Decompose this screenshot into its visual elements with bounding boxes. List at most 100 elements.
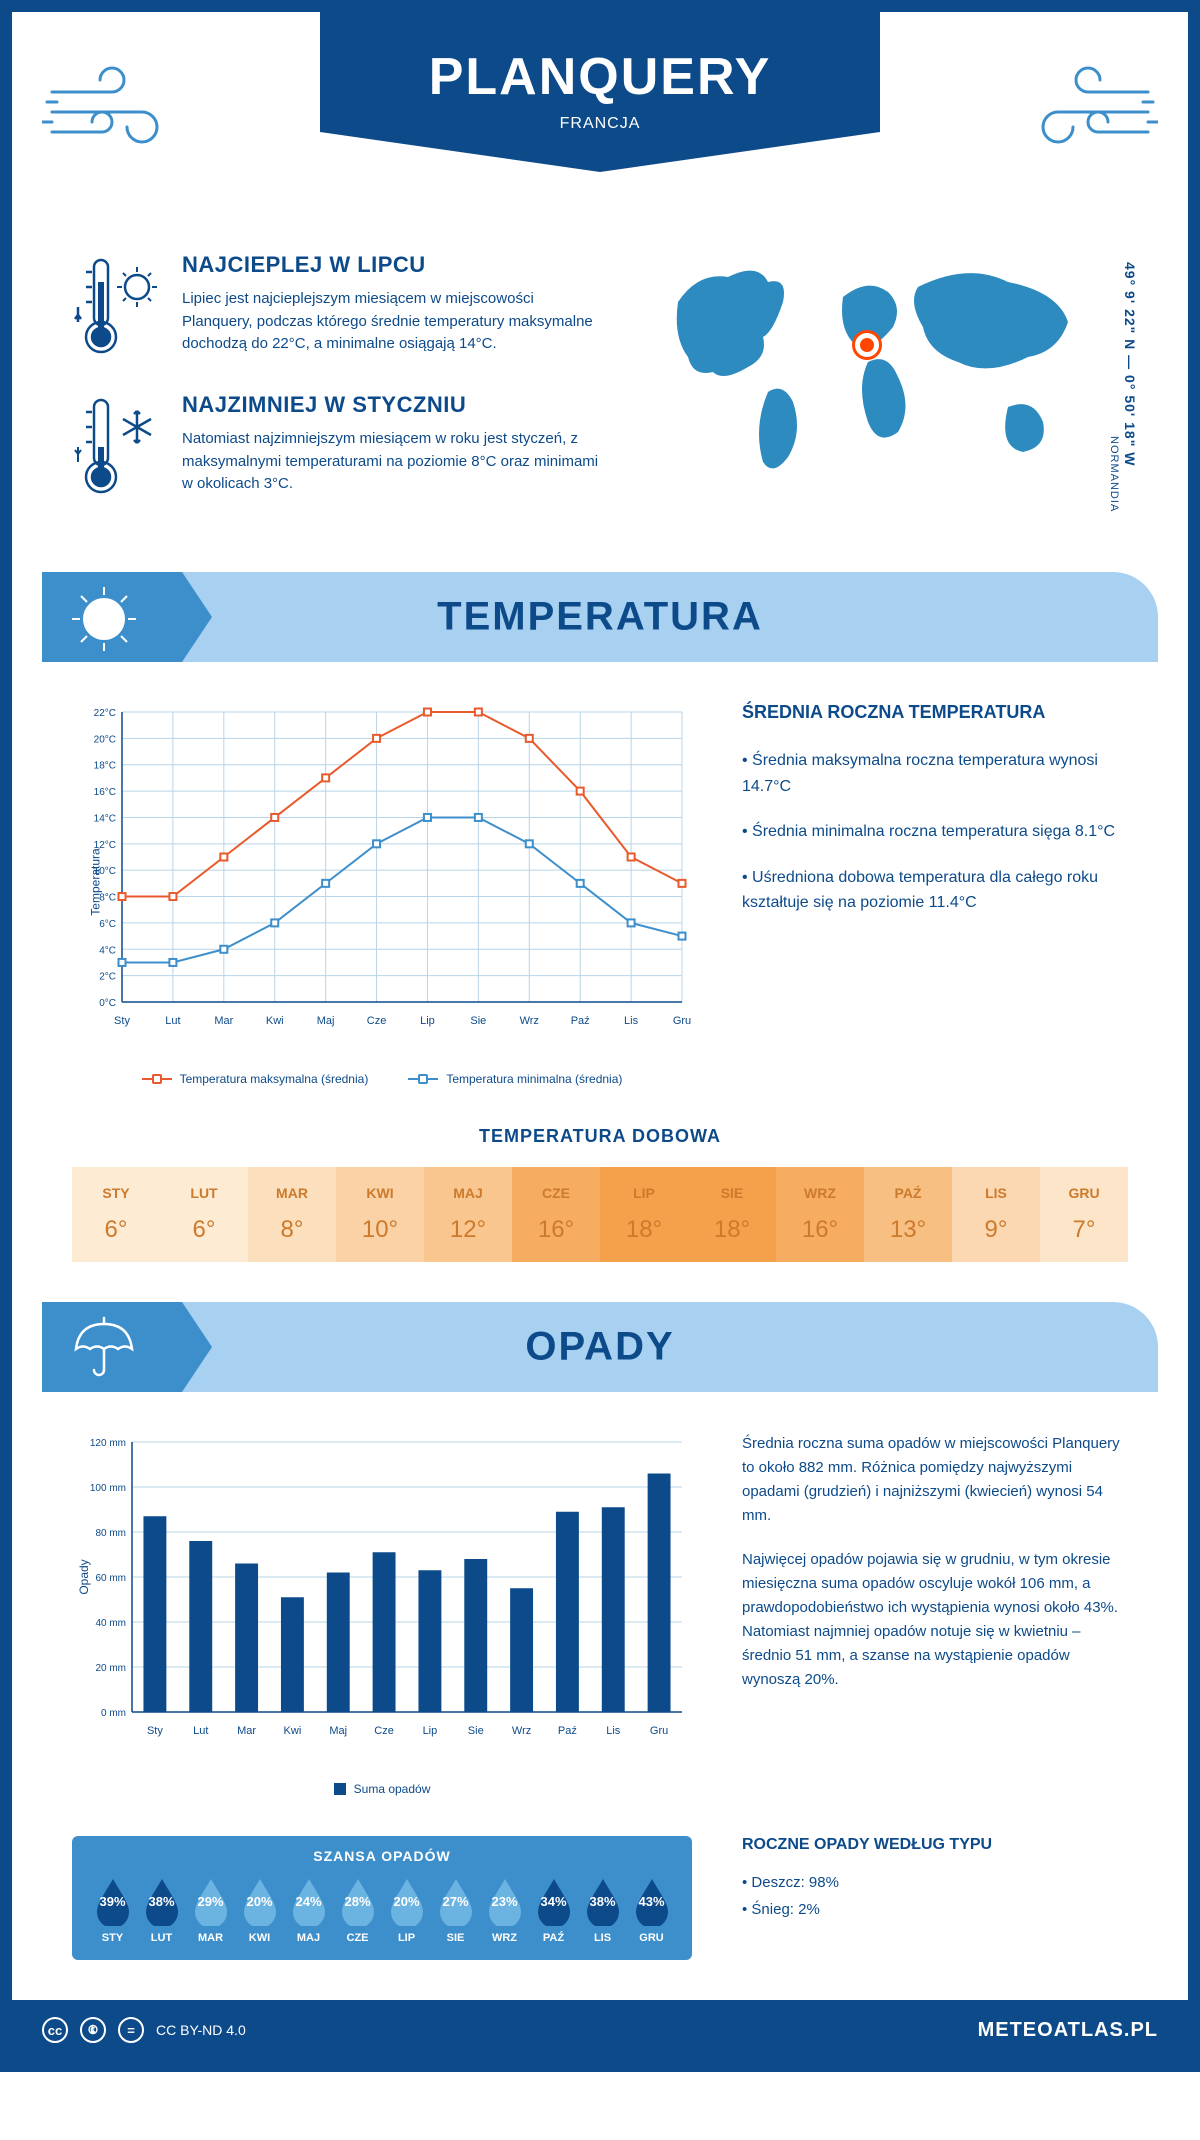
precip-type-item: • Śnieg: 2% — [742, 1896, 1128, 1923]
footer-brand: METEOATLAS.PL — [978, 2019, 1158, 2042]
svg-text:0 mm: 0 mm — [101, 1708, 126, 1719]
svg-text:Lut: Lut — [165, 1015, 180, 1027]
svg-text:Mar: Mar — [214, 1015, 233, 1027]
rain-chance-drop: 38%LUT — [137, 1876, 186, 1944]
temperature-chart-wrap: Temperatura 0°C2°C4°C6°C8°C10°C12°C14°C1… — [72, 702, 692, 1086]
warmest-title: NAJCIEPLEJ W LIPCU — [182, 252, 608, 278]
page-title: PLANQUERY — [320, 47, 880, 107]
temp-chart-ylabel: Temperatura — [89, 848, 103, 915]
precip-types-heading: ROCZNE OPADY WEDŁUG TYPU — [742, 1836, 1128, 1854]
daily-temp-heading: TEMPERATURA DOBOWA — [72, 1126, 1128, 1147]
svg-text:Maj: Maj — [317, 1015, 335, 1027]
precipitation-bar-chart: 0 mm20 mm40 mm60 mm80 mm100 mm120 mmOpad… — [72, 1432, 692, 1772]
daily-temp-cell: LIS9° — [952, 1167, 1040, 1262]
coldest-block: NAJZIMNIEJ W STYCZNIU Natomiast najzimni… — [72, 392, 608, 502]
svg-text:Opady: Opady — [77, 1559, 91, 1594]
rain-chance-drop: 43%GRU — [627, 1876, 676, 1944]
rain-chance-drop: 20%KWI — [235, 1876, 284, 1944]
daily-temp-cell: WRZ16° — [776, 1167, 864, 1262]
svg-text:Wrz: Wrz — [512, 1725, 531, 1737]
footer-license: cc 🅮 = CC BY-ND 4.0 — [42, 2017, 246, 2043]
warmest-text: Lipiec jest najcieplejszym miesiącem w m… — [182, 288, 608, 356]
legend-item: .legend-sw[style*='#3d8fcc']::before{bor… — [408, 1072, 622, 1086]
rain-chance-drop: 28%CZE — [333, 1876, 382, 1944]
svg-text:Wrz: Wrz — [520, 1015, 539, 1027]
rain-chance-drop: 24%MAJ — [284, 1876, 333, 1944]
svg-text:Kwi: Kwi — [284, 1725, 302, 1737]
summary-text-column: NAJCIEPLEJ W LIPCU Lipiec jest najcieple… — [72, 252, 608, 532]
svg-text:20°C: 20°C — [94, 734, 116, 745]
precip-paragraph-2: Najwięcej opadów pojawia się w grudniu, … — [742, 1548, 1128, 1692]
thermometer-cold-icon — [72, 392, 162, 502]
rain-chance-drop: 38%LIS — [578, 1876, 627, 1944]
svg-text:14°C: 14°C — [94, 813, 116, 824]
daily-temperature: TEMPERATURA DOBOWA STY6°LUT6°MAR8°KWI10°… — [12, 1126, 1188, 1302]
nd-icon: = — [118, 2017, 144, 2043]
daily-temp-cell: KWI10° — [336, 1167, 424, 1262]
precipitation-legend: Suma opadów — [72, 1782, 692, 1796]
svg-text:Lip: Lip — [423, 1725, 438, 1737]
map-pin-icon — [855, 333, 879, 357]
svg-text:Sie: Sie — [468, 1725, 484, 1737]
warmest-block: NAJCIEPLEJ W LIPCU Lipiec jest najcieple… — [72, 252, 608, 362]
daily-temp-cell: CZE16° — [512, 1167, 600, 1262]
svg-text:40 mm: 40 mm — [95, 1618, 126, 1629]
daily-temp-cell: GRU7° — [1040, 1167, 1128, 1262]
svg-text:120 mm: 120 mm — [90, 1438, 126, 1449]
svg-text:Cze: Cze — [367, 1015, 387, 1027]
world-map — [648, 252, 1088, 482]
svg-text:Lip: Lip — [420, 1015, 435, 1027]
title-banner: PLANQUERY FRANCJA — [320, 12, 880, 172]
precipitation-bottom: SZANSA OPADÓW 39%STY38%LUT29%MAR20%KWI24… — [12, 1836, 1188, 2000]
by-icon: 🅮 — [80, 2017, 106, 2043]
precipitation-types: ROCZNE OPADY WEDŁUG TYPU • Deszcz: 98%• … — [742, 1836, 1128, 1960]
rain-chance-drop: 27%SIE — [431, 1876, 480, 1944]
svg-text:Gru: Gru — [650, 1725, 668, 1737]
precipitation-title: OPADY — [42, 1325, 1158, 1370]
summary-row: NAJCIEPLEJ W LIPCU Lipiec jest najcieple… — [12, 232, 1188, 572]
legend-label: Suma opadów — [354, 1782, 431, 1796]
rain-chance-drop: 23%WRZ — [480, 1876, 529, 1944]
coldest-text: Natomiast najzimniejszym miesiącem w rok… — [182, 428, 608, 496]
wind-icon — [998, 52, 1158, 172]
coldest-title: NAJZIMNIEJ W STYCZNIU — [182, 392, 608, 418]
page-subtitle: FRANCJA — [320, 115, 880, 133]
svg-text:6°C: 6°C — [99, 919, 116, 930]
legend-item: .legend-sw[style*='#e85a2c']::before{bor… — [142, 1072, 369, 1086]
svg-text:Mar: Mar — [237, 1725, 256, 1737]
svg-text:Maj: Maj — [329, 1725, 347, 1737]
svg-text:Lis: Lis — [606, 1725, 621, 1737]
rain-chance-drop: 29%MAR — [186, 1876, 235, 1944]
precipitation-chart-wrap: 0 mm20 mm40 mm60 mm80 mm100 mm120 mmOpad… — [72, 1432, 692, 1796]
temperature-line-chart: Temperatura 0°C2°C4°C6°C8°C10°C12°C14°C1… — [72, 702, 692, 1062]
daily-temp-cell: LIP18° — [600, 1167, 688, 1262]
header: PLANQUERY FRANCJA — [12, 12, 1188, 232]
temp-info-bullet: • Średnia maksymalna roczna temperatura … — [742, 748, 1128, 799]
thermometer-hot-icon — [72, 252, 162, 362]
svg-text:Paź: Paź — [571, 1015, 590, 1027]
svg-text:Sie: Sie — [470, 1015, 486, 1027]
footer: cc 🅮 = CC BY-ND 4.0 METEOATLAS.PL — [12, 2000, 1188, 2060]
cc-icon: cc — [42, 2017, 68, 2043]
wind-icon — [42, 52, 202, 172]
daily-temp-cell: LUT6° — [160, 1167, 248, 1262]
daily-temp-cell: MAR8° — [248, 1167, 336, 1262]
page: PLANQUERY FRANCJA — [0, 0, 1200, 2072]
svg-text:Paź: Paź — [558, 1725, 577, 1737]
temperature-legend: .legend-sw[style*='#e85a2c']::before{bor… — [72, 1072, 692, 1086]
map-column: 49° 9' 22" N — 0° 50' 18" W NORMANDIA — [648, 252, 1128, 532]
svg-text:Cze: Cze — [374, 1725, 394, 1737]
temperature-info: ŚREDNIA ROCZNA TEMPERATURA • Średnia mak… — [742, 702, 1128, 1086]
rain-chance-drop: 20%LIP — [382, 1876, 431, 1944]
daily-temp-cell: STY6° — [72, 1167, 160, 1262]
temperature-title: TEMPERATURA — [42, 595, 1158, 640]
svg-text:80 mm: 80 mm — [95, 1528, 126, 1539]
rain-chance-panel: SZANSA OPADÓW 39%STY38%LUT29%MAR20%KWI24… — [72, 1836, 692, 1960]
svg-text:4°C: 4°C — [99, 945, 116, 956]
daily-temp-cell: MAJ12° — [424, 1167, 512, 1262]
rain-chance-drop: 39%STY — [88, 1876, 137, 1944]
svg-text:Sty: Sty — [147, 1725, 163, 1737]
svg-text:2°C: 2°C — [99, 972, 116, 983]
precip-type-item: • Deszcz: 98% — [742, 1869, 1128, 1896]
daily-temp-cell: SIE18° — [688, 1167, 776, 1262]
